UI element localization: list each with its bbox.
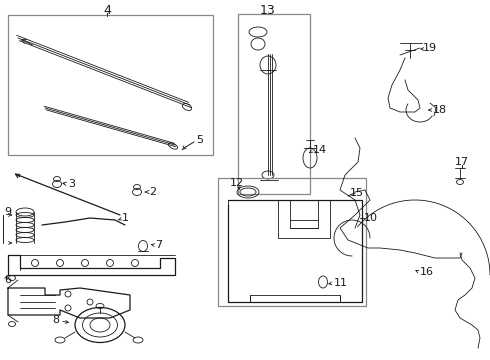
Text: 15: 15 — [350, 188, 364, 198]
Text: 4: 4 — [103, 4, 111, 17]
Text: 13: 13 — [260, 4, 276, 17]
Bar — [218, 178, 366, 306]
Text: 9: 9 — [4, 207, 11, 217]
Bar — [238, 14, 310, 194]
Text: 18: 18 — [433, 105, 447, 115]
Text: 1: 1 — [122, 213, 129, 223]
Text: 17: 17 — [455, 157, 469, 167]
Text: 8: 8 — [52, 315, 59, 325]
Text: 2: 2 — [149, 187, 156, 197]
Text: 10: 10 — [364, 213, 378, 223]
Text: 19: 19 — [423, 43, 437, 53]
Text: 3: 3 — [68, 179, 75, 189]
Text: 5: 5 — [196, 135, 203, 145]
Text: 14: 14 — [313, 145, 327, 155]
Bar — [8, 15, 213, 155]
Text: 16: 16 — [420, 267, 434, 277]
Text: 12: 12 — [230, 178, 244, 188]
Text: 11: 11 — [334, 278, 348, 288]
Text: 7: 7 — [155, 240, 162, 250]
Text: 6: 6 — [4, 275, 11, 285]
